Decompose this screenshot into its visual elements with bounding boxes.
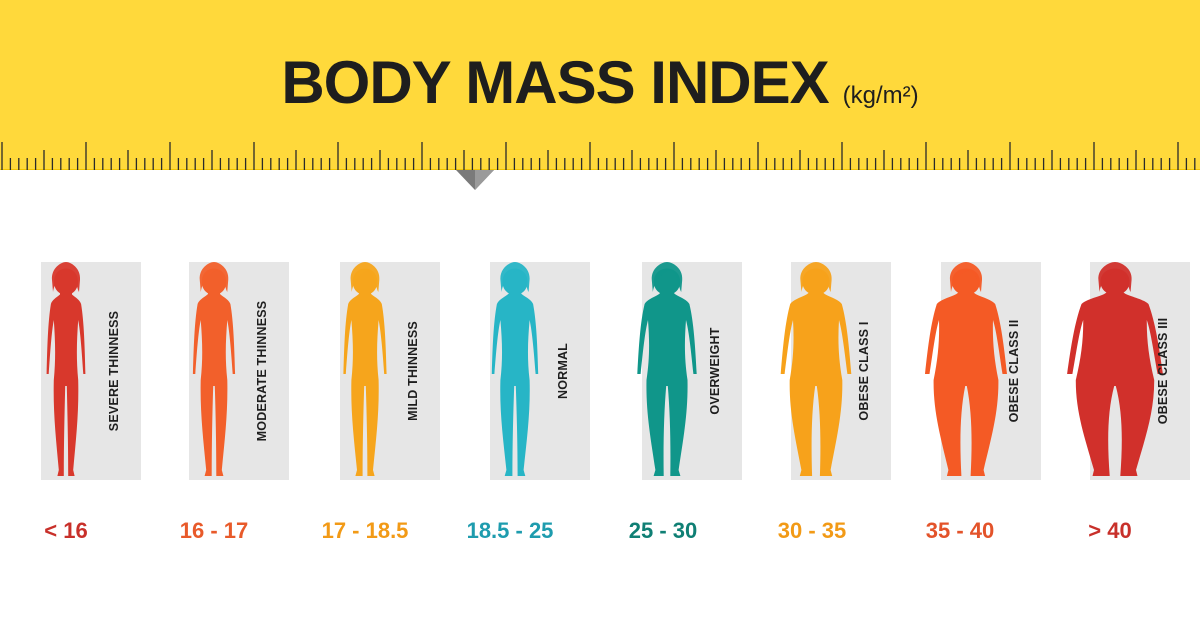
category-label: OBESE CLASS I <box>857 321 871 421</box>
unit-label: (kg/m²) <box>842 82 919 109</box>
category-label: NORMAL <box>556 342 570 400</box>
body-silhouette-icon <box>46 262 86 476</box>
category-label: OBESE CLASS II <box>1007 319 1021 423</box>
page-title: BODY MASS INDEX <box>281 49 829 116</box>
category-label: OBESE CLASS III <box>1156 317 1170 425</box>
body-silhouette-icon <box>491 262 539 476</box>
body-silhouette-icon <box>343 262 387 476</box>
body-silhouette-icon <box>1067 262 1163 476</box>
bmi-category-card: MODERATE THINNESS <box>164 262 289 480</box>
bmi-range-value: 30 - 35 <box>777 518 847 543</box>
bmi-category-card: OBESE CLASS I <box>766 262 891 480</box>
bmi-category-card: SEVERE THINNESS <box>16 262 141 480</box>
bmi-category-card: OBESE CLASS II <box>916 262 1041 480</box>
body-silhouette-icon <box>925 262 1007 476</box>
bmi-range-value: 35 - 40 <box>925 518 995 543</box>
category-label: OVERWEIGHT <box>708 327 722 415</box>
bmi-range-value: 16 - 17 <box>179 518 249 543</box>
bmi-range-value: 18.5 - 25 <box>466 518 554 543</box>
bmi-range-value: < 16 <box>44 518 88 543</box>
header-banner: BODY MASS INDEX (kg/m²) <box>0 0 1200 170</box>
title-block: BODY MASS INDEX (kg/m²) <box>0 48 1200 117</box>
category-label: SEVERE THINNESS <box>107 310 121 432</box>
body-silhouette-icon <box>637 262 697 476</box>
category-label: MILD THINNESS <box>406 321 420 421</box>
bmi-category-card: MILD THINNESS <box>315 262 440 480</box>
bmi-category-card: NORMAL <box>465 262 590 480</box>
category-label: MODERATE THINNESS <box>255 300 269 442</box>
ruler-icon <box>0 142 1200 170</box>
bmi-range-value: > 40 <box>1088 518 1132 543</box>
body-silhouette-icon <box>192 262 236 476</box>
bmi-range-value: 17 - 18.5 <box>321 518 409 543</box>
bmi-category-card: OBESE CLASS III <box>1065 262 1190 480</box>
body-silhouette-icon <box>780 262 852 476</box>
bmi-category-card: OVERWEIGHT <box>617 262 742 480</box>
bmi-range-value: 25 - 30 <box>628 518 698 543</box>
pointer-triangle-icon <box>456 170 494 190</box>
